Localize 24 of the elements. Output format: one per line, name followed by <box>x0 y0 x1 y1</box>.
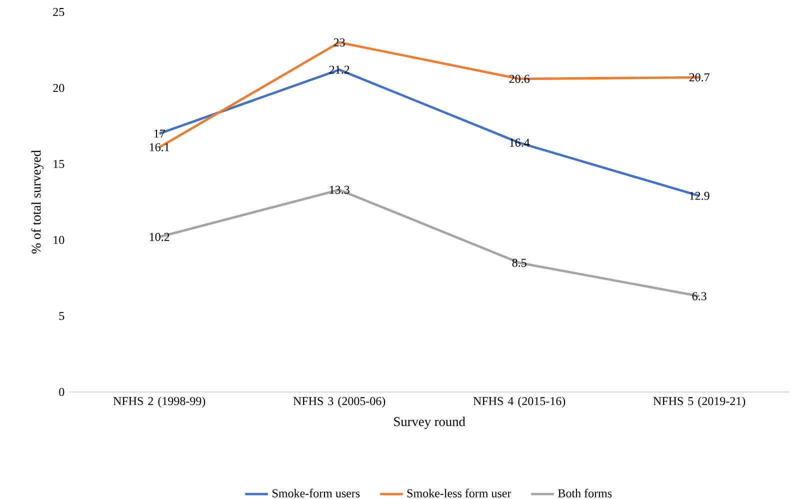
data-label: 13.3 <box>330 186 350 194</box>
data-label: 8.5 <box>512 258 526 268</box>
data-label: 6.3 <box>692 292 706 300</box>
data-label: 10.2 <box>150 233 170 242</box>
y-tick-label: 5 <box>59 312 64 320</box>
data-label: 16.1 <box>150 143 170 152</box>
data-label: 20.7 <box>689 73 710 82</box>
y-tick-label: 10 <box>54 236 64 244</box>
x-tick-label: NFHS 2 (1998-99) <box>113 396 206 408</box>
y-tick-label: 25 <box>53 8 64 16</box>
y-tick-label: 0 <box>59 388 64 396</box>
x-axis-title: Survey round <box>394 416 466 430</box>
legend-label: Both forms <box>558 488 612 498</box>
legend-label: Smoke-form users <box>272 488 360 498</box>
x-tick-label: NFHS 4 (2015-16) <box>473 396 566 408</box>
data-label: 17 <box>154 130 165 138</box>
y-tick-label: 20 <box>53 84 64 92</box>
data-label: 23 <box>334 38 345 47</box>
y-tick-label: 15 <box>54 160 64 168</box>
legend-label: Smoke-less form user <box>407 488 512 498</box>
data-label: 12.9 <box>690 192 710 200</box>
y-axis-title: % of total surveyed <box>31 150 44 254</box>
x-tick-label: NFHS 3 (2005-06) <box>293 396 386 408</box>
x-tick-label: NFHS 5 (2019-21) <box>653 396 746 408</box>
